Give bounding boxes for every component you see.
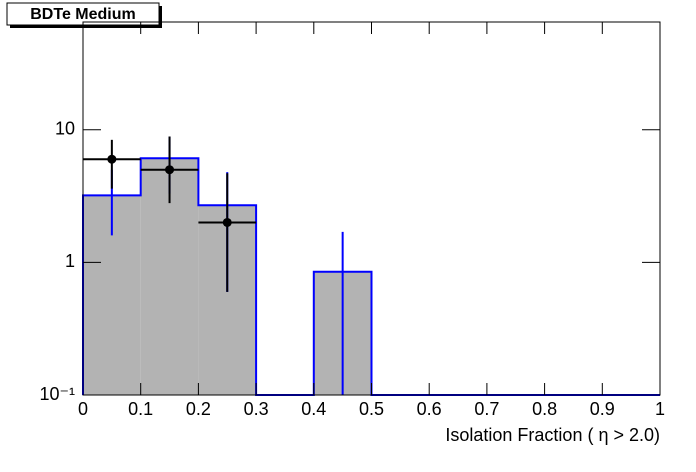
x-tick-label: 0.6 bbox=[417, 399, 442, 419]
chart-title: BDTe Medium bbox=[30, 6, 135, 23]
x-tick-label: 0.7 bbox=[474, 399, 499, 419]
x-tick-label: 0.8 bbox=[532, 399, 557, 419]
x-tick-label: 0.2 bbox=[186, 399, 211, 419]
y-tick-label: 10⁻¹ bbox=[39, 384, 75, 404]
data-point bbox=[165, 165, 175, 175]
x-tick-label: 0.3 bbox=[244, 399, 269, 419]
x-tick-label: 0.5 bbox=[359, 399, 384, 419]
x-tick-label: 0.1 bbox=[128, 399, 153, 419]
y-tick-label: 1 bbox=[65, 251, 75, 271]
x-tick-label: 0.9 bbox=[590, 399, 615, 419]
data-point bbox=[107, 154, 117, 164]
data-point bbox=[222, 217, 232, 227]
x-tick-label: 1 bbox=[655, 399, 665, 419]
x-axis-label: Isolation Fraction ( η > 2.0) bbox=[445, 425, 660, 445]
x-tick-label: 0.4 bbox=[301, 399, 326, 419]
y-tick-label: 10 bbox=[55, 119, 75, 139]
x-tick-label: 0 bbox=[78, 399, 88, 419]
